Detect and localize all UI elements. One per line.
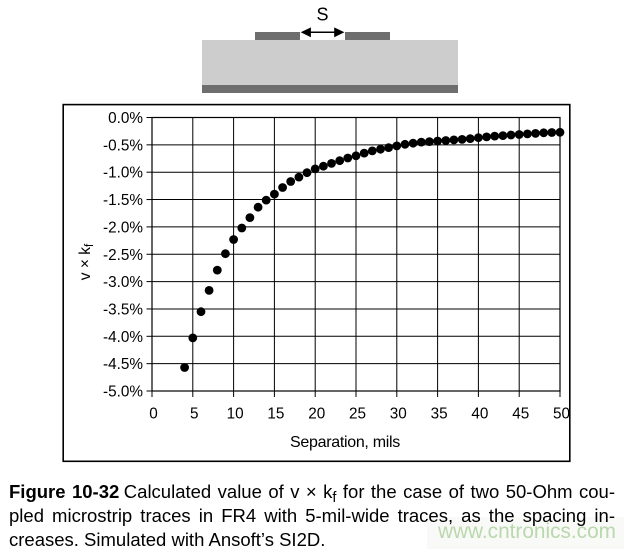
svg-text:-4.0%: -4.0% [103,329,143,346]
svg-text:50: 50 [553,406,570,423]
svg-text:-0.5%: -0.5% [103,137,143,154]
svg-text:0: 0 [149,406,158,423]
svg-text:15: 15 [267,406,284,423]
svg-text:-1.5%: -1.5% [103,192,143,209]
svg-text:25: 25 [349,406,366,423]
svg-text:-3.5%: -3.5% [103,302,143,319]
svg-text:-1.0%: -1.0% [103,165,143,182]
svg-text:v × kf: v × kf [77,243,96,280]
svg-text:40: 40 [471,406,488,423]
svg-text:-2.5%: -2.5% [103,247,143,264]
svg-text:-2.0%: -2.0% [103,219,143,236]
svg-text:45: 45 [512,406,529,423]
svg-text:-4.5%: -4.5% [103,356,143,373]
svg-text:S: S [316,4,328,24]
svg-text:35: 35 [431,406,448,423]
svg-text:0.0%: 0.0% [108,110,143,127]
svg-text:-5.0%: -5.0% [103,384,143,401]
svg-text:-3.0%: -3.0% [103,274,143,291]
svg-text:Separation, mils: Separation, mils [290,434,400,451]
svg-text:20: 20 [308,406,325,423]
svg-text:30: 30 [390,406,407,423]
svg-text:5: 5 [190,406,199,423]
svg-text:10: 10 [227,406,244,423]
